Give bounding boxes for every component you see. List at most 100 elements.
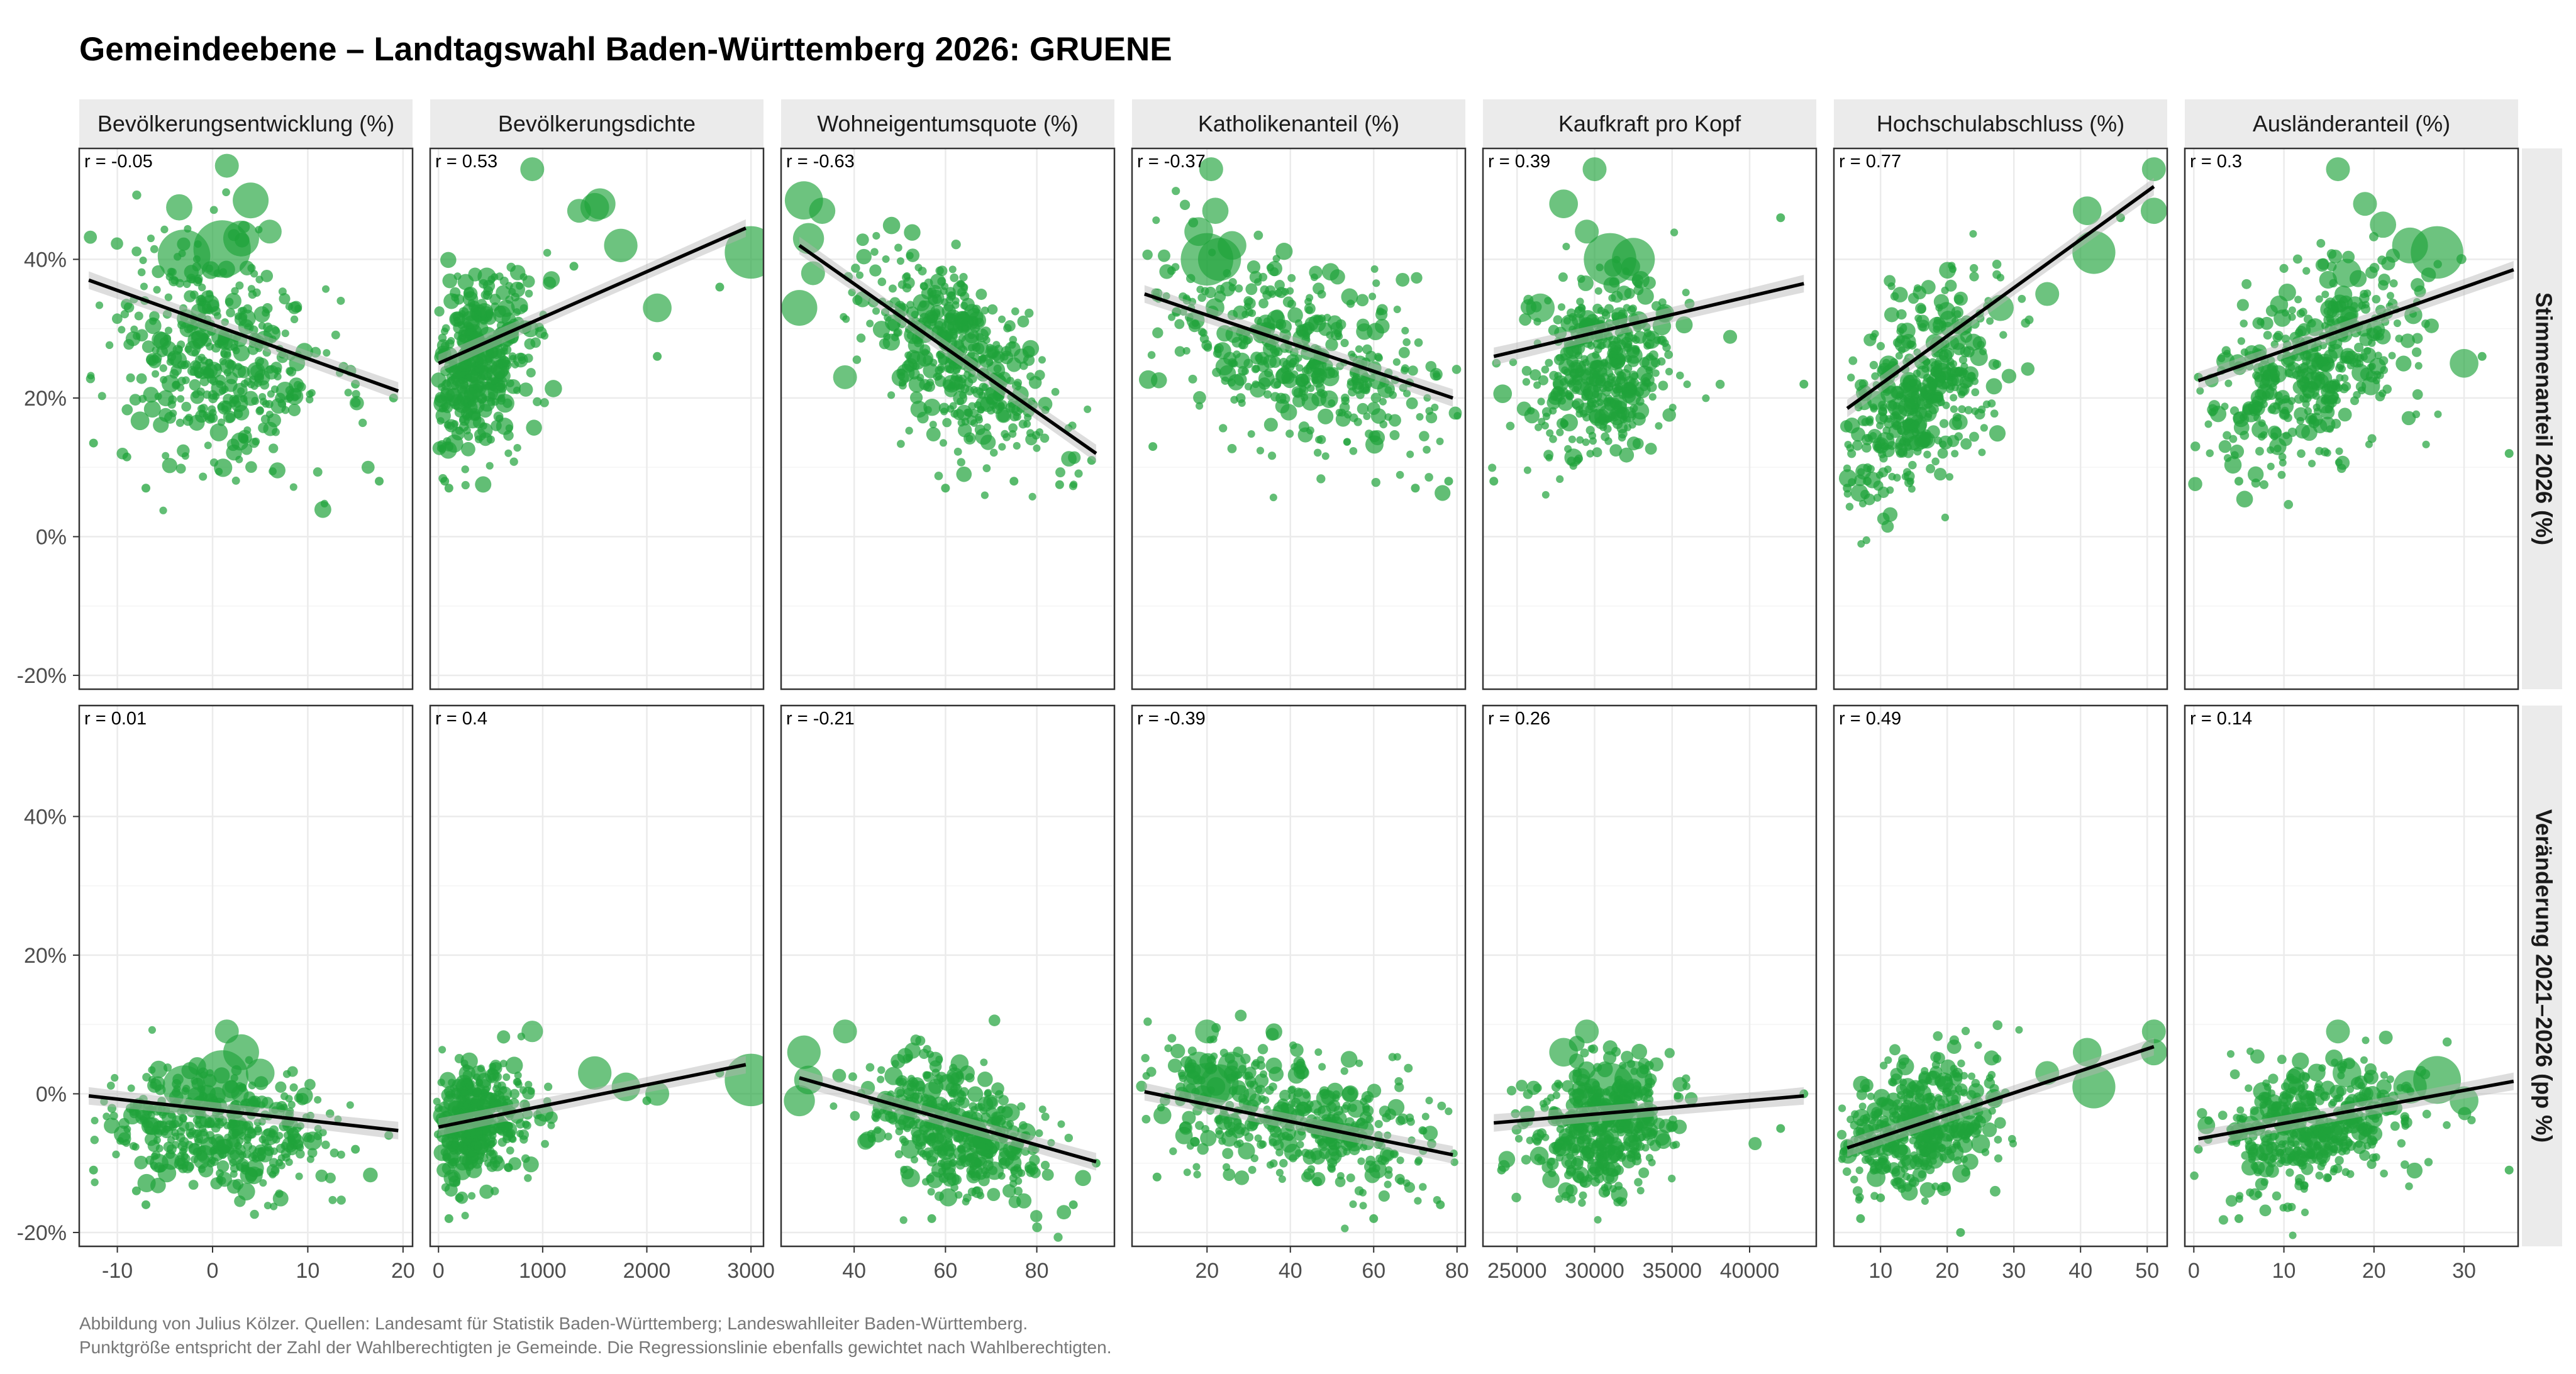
- data-point: [1247, 430, 1255, 438]
- data-point: [1011, 307, 1019, 316]
- data-point: [2329, 336, 2343, 350]
- data-point: [153, 285, 161, 294]
- panel-background: [1132, 148, 1465, 689]
- data-point: [870, 248, 879, 256]
- data-point: [1402, 389, 1411, 397]
- data-point: [872, 307, 880, 315]
- data-point: [917, 1148, 925, 1156]
- data-point: [230, 1163, 239, 1173]
- data-point: [1411, 272, 1423, 284]
- data-point: [1304, 302, 1316, 314]
- data-point: [474, 1087, 482, 1095]
- data-point: [2316, 239, 2326, 248]
- data-point: [479, 1153, 489, 1162]
- data-point: [1263, 390, 1272, 399]
- data-point: [1378, 1190, 1390, 1202]
- data-point: [1263, 418, 1278, 432]
- data-point: [150, 1076, 165, 1091]
- data-point: [197, 294, 205, 302]
- data-point: [91, 1116, 99, 1125]
- data-point: [237, 387, 245, 395]
- data-point: [136, 373, 147, 384]
- data-point: [1996, 274, 2005, 282]
- data-point: [927, 1214, 936, 1223]
- correlation-label: r = -0.39: [1137, 709, 1206, 729]
- data-point: [169, 409, 177, 418]
- data-point: [889, 297, 901, 309]
- data-point: [1960, 362, 1968, 370]
- data-point: [984, 1089, 992, 1097]
- data-point: [1308, 357, 1321, 369]
- data-point: [103, 1112, 111, 1121]
- data-point: [904, 351, 913, 359]
- data-point: [1370, 265, 1379, 273]
- data-point: [1274, 289, 1282, 297]
- data-point: [479, 1184, 494, 1199]
- data-point: [916, 374, 924, 382]
- data-point: [1152, 216, 1160, 224]
- data-point: [1578, 1199, 1586, 1207]
- data-point: [201, 294, 219, 313]
- y-tick-label-r1-0: -20%: [17, 1221, 67, 1245]
- data-point: [2297, 449, 2306, 458]
- data-point: [2240, 348, 2248, 356]
- data-point-large: [2140, 197, 2167, 224]
- data-point: [363, 1167, 378, 1183]
- data-point: [2308, 460, 2316, 468]
- data-point: [2321, 291, 2329, 299]
- data-point: [2303, 314, 2313, 324]
- data-point: [2323, 449, 2331, 457]
- data-point: [1928, 358, 1937, 367]
- data-point: [518, 356, 526, 365]
- data-point: [320, 499, 328, 507]
- data-point: [384, 1131, 394, 1140]
- data-point: [84, 230, 97, 244]
- data-point-large: [724, 226, 763, 279]
- data-point: [1288, 1085, 1296, 1094]
- data-point: [152, 370, 160, 378]
- data-point: [896, 257, 904, 265]
- data-point: [1399, 384, 1407, 392]
- data-point: [1269, 494, 1277, 502]
- data-point: [877, 277, 887, 287]
- data-point-large: [1575, 219, 1599, 244]
- data-point: [935, 372, 943, 380]
- data-point: [1406, 397, 1418, 409]
- data-point: [2422, 440, 2430, 448]
- data-point: [948, 265, 957, 274]
- data-point: [2252, 371, 2261, 380]
- data-point: [1899, 323, 1916, 340]
- data-point: [1234, 1170, 1250, 1185]
- data-point: [511, 360, 519, 368]
- data-point: [1162, 292, 1170, 300]
- data-point-large: [162, 1065, 206, 1109]
- data-point: [499, 355, 510, 367]
- data-point: [1862, 443, 1872, 453]
- data-point: [1489, 477, 1499, 486]
- data-point: [1574, 351, 1583, 360]
- data-point: [1257, 1044, 1269, 1055]
- data-point: [248, 290, 257, 299]
- data-point: [287, 1136, 296, 1145]
- data-point: [1589, 408, 1607, 426]
- data-point: [519, 1135, 528, 1144]
- data-point: [893, 328, 902, 337]
- data-point: [1200, 1129, 1217, 1146]
- data-point: [1348, 350, 1356, 358]
- data-point: [509, 457, 518, 466]
- data-point: [974, 1103, 983, 1112]
- data-point: [121, 299, 133, 311]
- data-point: [1884, 465, 1892, 474]
- data-point: [1338, 408, 1346, 417]
- data-point: [502, 1073, 511, 1081]
- data-point: [163, 1141, 174, 1153]
- data-point: [1396, 470, 1404, 479]
- panel-border: [780, 704, 1116, 1248]
- data-point: [296, 1087, 313, 1105]
- data-point: [1396, 1156, 1404, 1165]
- data-point: [181, 452, 189, 460]
- data-point: [1013, 441, 1021, 450]
- data-point: [2294, 407, 2308, 422]
- data-point: [321, 1140, 330, 1150]
- data-point: [921, 1178, 930, 1186]
